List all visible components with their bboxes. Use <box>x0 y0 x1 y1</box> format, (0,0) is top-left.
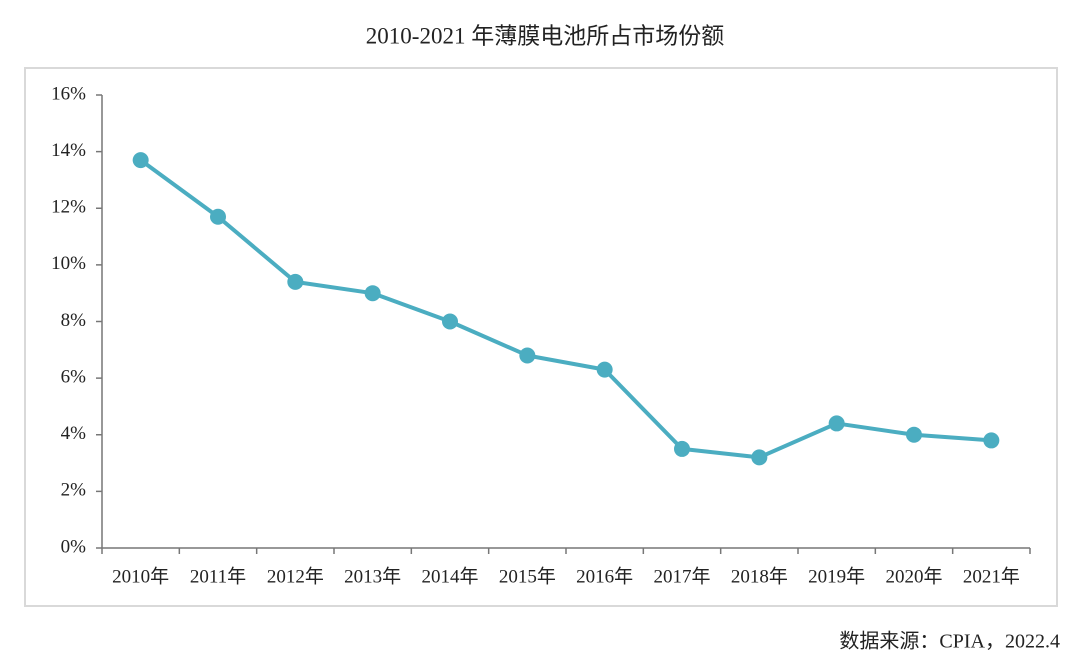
data-point <box>442 313 458 330</box>
x-tick-label: 2012年 <box>267 565 324 587</box>
chart-frame <box>24 67 1058 607</box>
x-tick-label: 2017年 <box>653 565 710 587</box>
x-tick-label: 2014年 <box>421 565 478 587</box>
data-point <box>287 273 304 290</box>
y-tick-label: 10% <box>51 253 86 274</box>
x-tick-label: 2010年 <box>112 565 169 587</box>
y-tick-label: 0% <box>61 536 87 557</box>
x-tick-label: 2019年 <box>808 565 865 587</box>
data-point <box>828 415 845 432</box>
data-point <box>210 208 226 225</box>
data-point <box>906 426 922 443</box>
x-tick-label: 2018年 <box>731 565 788 587</box>
y-tick-label: 4% <box>61 423 87 444</box>
data-point <box>751 449 768 466</box>
x-tick-label: 2016年 <box>576 565 633 587</box>
y-tick-label: 12% <box>51 197 86 218</box>
data-point <box>364 285 381 302</box>
data-point <box>596 361 613 378</box>
y-tick-label: 16% <box>51 83 86 104</box>
x-tick-label: 2015年 <box>499 565 556 587</box>
y-tick-label: 14% <box>51 140 86 161</box>
y-tick-label: 6% <box>61 366 87 387</box>
x-tick-label: 2020年 <box>885 565 942 587</box>
x-tick-label: 2021年 <box>963 565 1020 587</box>
y-tick-label: 2% <box>61 480 87 501</box>
chart-title: 2010-2021 年薄膜电池所占市场份额 <box>366 23 724 48</box>
series-line <box>139 158 992 460</box>
x-tick-label: 2013年 <box>344 565 401 587</box>
data-point <box>674 440 690 457</box>
y-tick-label: 8% <box>61 310 87 331</box>
data-point <box>519 347 536 364</box>
data-point <box>983 432 1000 449</box>
data-point <box>132 152 149 169</box>
x-tick-label: 2011年 <box>190 565 246 587</box>
source-note: 数据来源：CPIA，2022.4 <box>839 630 1060 653</box>
